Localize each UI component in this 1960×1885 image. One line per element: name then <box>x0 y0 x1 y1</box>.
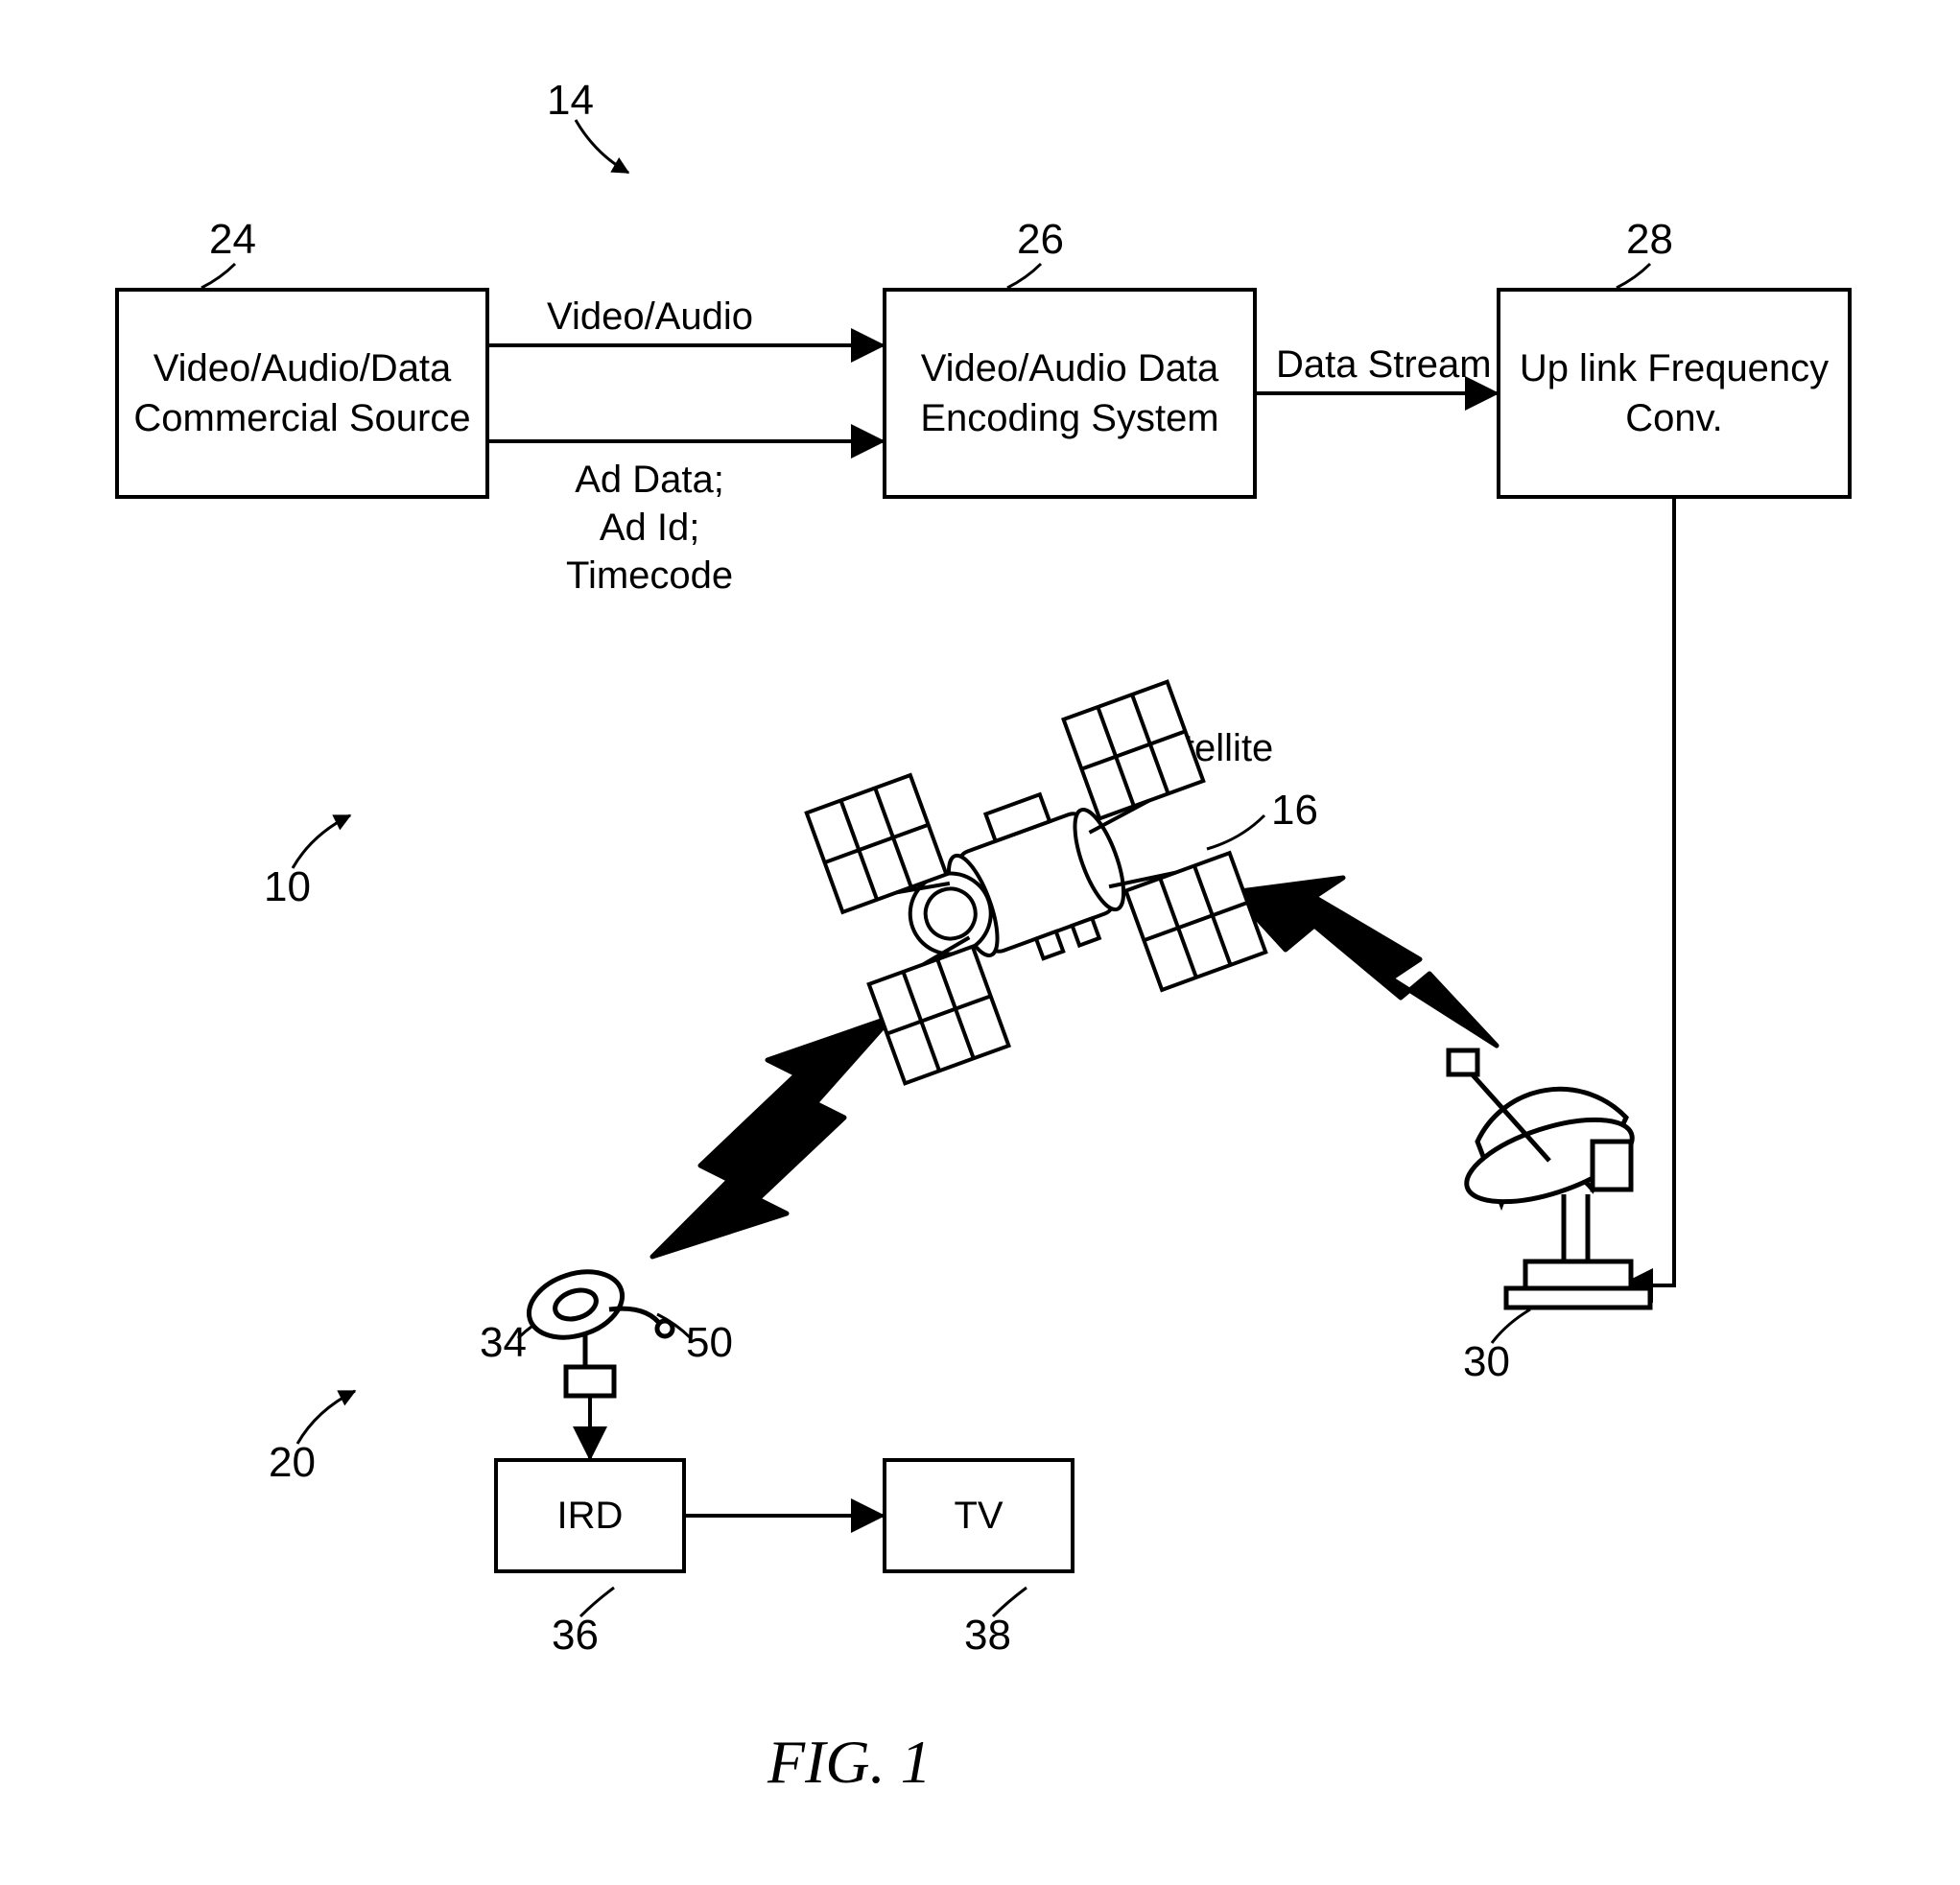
bolt-ground-to-sat <box>1233 878 1497 1046</box>
edge-label-data-stream: Data Stream <box>1276 341 1492 389</box>
arrow-uplink-to-ground <box>1621 499 1674 1285</box>
node-tv-label: TV <box>954 1491 1003 1541</box>
node-ird: IRD <box>494 1458 686 1573</box>
rf-links <box>652 878 1497 1257</box>
leader-10 <box>293 815 350 868</box>
node-encoder-label: Video/Audio Data Encoding System <box>896 343 1243 443</box>
ref-50: 50 <box>686 1319 733 1367</box>
leader-26 <box>1007 264 1041 288</box>
leader-20 <box>297 1391 355 1444</box>
node-tv: TV <box>883 1458 1074 1573</box>
figure-caption: FIG. 1 <box>767 1727 932 1798</box>
node-source-label: Video/Audio/Data Commercial Source <box>129 343 476 443</box>
bolt-sat-to-rx <box>652 1017 892 1257</box>
ref-14: 14 <box>547 77 594 125</box>
node-ird-label: IRD <box>557 1491 624 1541</box>
leader-28 <box>1617 264 1650 288</box>
leader-16 <box>1207 815 1264 849</box>
ref-24: 24 <box>209 216 256 264</box>
ref-30: 30 <box>1463 1338 1510 1386</box>
ref-34: 34 <box>480 1319 527 1367</box>
ref-28: 28 <box>1626 216 1673 264</box>
ref-20: 20 <box>269 1439 316 1487</box>
ref-36: 36 <box>552 1612 599 1660</box>
node-source: Video/Audio/Data Commercial Source <box>115 288 489 499</box>
svg-overlay <box>0 0 1960 1885</box>
ref-10: 10 <box>264 863 311 911</box>
node-encoder: Video/Audio Data Encoding System <box>883 288 1257 499</box>
ground-dish-icon <box>1449 1050 1650 1308</box>
receiver-dish-icon <box>521 1261 673 1396</box>
leader-24 <box>201 264 235 288</box>
ref-26: 26 <box>1017 216 1064 264</box>
ref-38: 38 <box>964 1612 1011 1660</box>
node-uplink: Up link Frequency Conv. <box>1497 288 1852 499</box>
diagram-canvas: Video/Audio/Data Commercial Source Video… <box>0 0 1960 1885</box>
edge-label-ad-data: Ad Data; Ad Id; Timecode <box>566 456 733 600</box>
ref-16: 16 <box>1271 787 1318 835</box>
leader-14 <box>576 120 628 173</box>
edge-label-video-audio: Video/Audio <box>547 293 753 341</box>
node-uplink-label: Up link Frequency Conv. <box>1510 343 1838 443</box>
label-satellite: Satellite <box>1137 724 1273 772</box>
